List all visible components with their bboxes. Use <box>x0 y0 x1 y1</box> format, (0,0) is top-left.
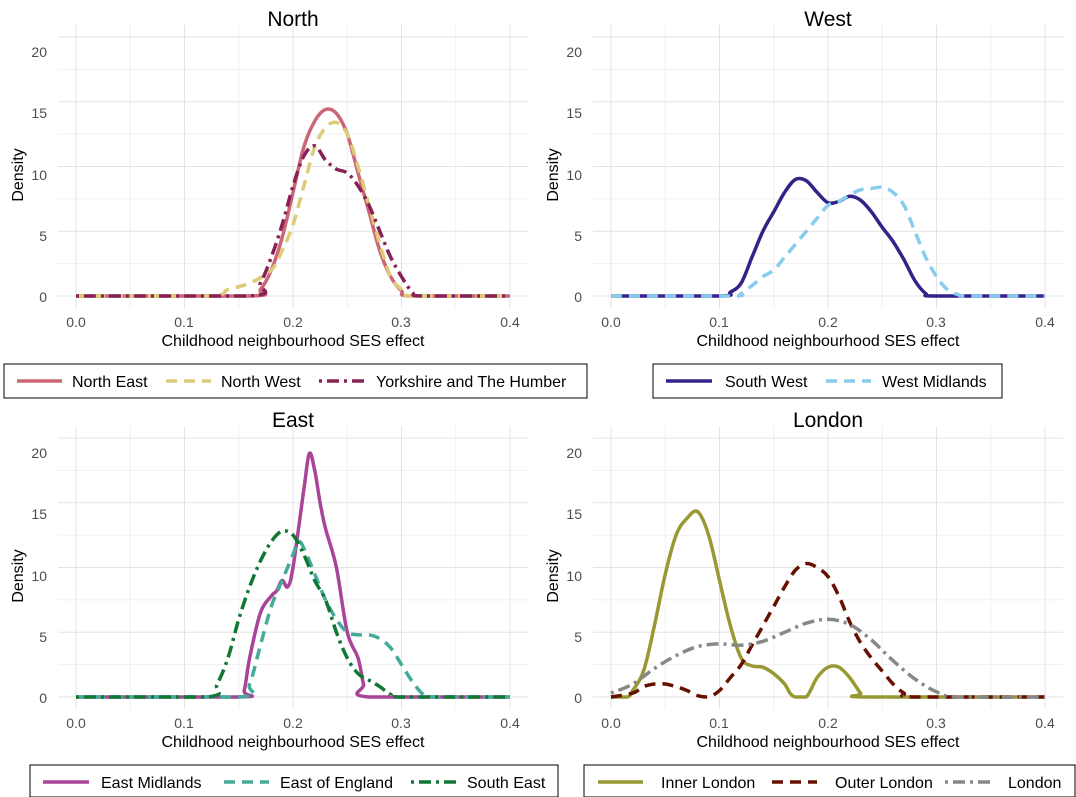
north-x-tick-label: 0.1 <box>174 314 194 330</box>
series-line-north-east <box>76 107 510 298</box>
north-legend: North East North West Yorkshire and The … <box>3 363 588 399</box>
west-y-axis-label: Density <box>545 148 562 201</box>
east-x-tick-label: 0.0 <box>66 715 86 731</box>
series-line-north-west <box>76 120 510 298</box>
series-line-south-east <box>75 529 510 699</box>
london-series <box>610 509 1045 699</box>
panel-west: West Density Childhood neighbourhood SES… <box>545 8 1063 399</box>
north-legend-label: Yorkshire and The Humber <box>376 374 567 391</box>
east-legend-label: East Midlands <box>101 775 202 792</box>
west-legend-label: South West <box>725 374 808 391</box>
north-y-tick-label: 15 <box>31 105 47 121</box>
series-line-outer-london <box>610 561 1045 699</box>
north-x-tick-label: 0.3 <box>391 314 411 330</box>
east-x-tick-label: 0.3 <box>391 715 411 731</box>
north-y-tick-label: 20 <box>31 44 47 60</box>
east-y-tick-label: 15 <box>31 506 47 522</box>
west-legend-label: West Midlands <box>882 374 987 391</box>
west-x-tick-label: 0.1 <box>709 314 729 330</box>
london-legend-label: Inner London <box>661 775 755 792</box>
east-y-tick-label: 0 <box>39 690 47 706</box>
west-y-tick-label: 15 <box>566 105 582 121</box>
east-y-tick-label: 10 <box>31 568 47 584</box>
london-y-tick-label: 0 <box>574 690 582 706</box>
series-line-south-west <box>611 176 1045 298</box>
series-line-east-midlands <box>75 451 510 699</box>
east-y-tick-label: 20 <box>31 445 47 461</box>
west-x-tick-label: 0.0 <box>601 314 621 330</box>
east-y-tick-labels: 0 5 10 15 20 <box>31 445 47 706</box>
london-x-tick-label: 0.0 <box>601 715 621 731</box>
east-x-tick-label: 0.2 <box>283 715 303 731</box>
west-x-tick-label: 0.2 <box>818 314 838 330</box>
north-x-tick-label: 0.4 <box>500 314 520 330</box>
north-panel-title: North <box>267 8 318 31</box>
london-y-axis-label: Density <box>545 549 562 602</box>
london-x-tick-label: 0.3 <box>926 715 946 731</box>
east-legend-label: East of England <box>280 775 393 792</box>
west-y-tick-label: 20 <box>566 44 582 60</box>
london-y-tick-label: 10 <box>566 568 582 584</box>
london-legend-label: London <box>1008 775 1061 792</box>
west-panel-title: West <box>804 8 852 31</box>
west-y-tick-label: 5 <box>574 228 582 244</box>
east-series <box>75 451 510 699</box>
west-x-tick-labels: 0.0 0.1 0.2 0.3 0.4 <box>601 314 1055 330</box>
london-x-axis-label: Childhood neighbourhood SES effect <box>696 734 960 751</box>
north-y-tick-label: 10 <box>31 167 47 183</box>
north-legend-label: North East <box>72 374 148 391</box>
london-legend-label: Outer London <box>835 775 933 792</box>
north-y-tick-label: 5 <box>39 228 47 244</box>
north-series <box>76 107 510 298</box>
london-x-tick-label: 0.4 <box>1035 715 1055 731</box>
london-grid <box>593 426 1063 709</box>
east-y-axis-label: Density <box>10 549 27 602</box>
london-y-tick-label: 20 <box>566 445 582 461</box>
north-y-axis-label: Density <box>10 148 27 201</box>
series-line-yorkshire-and-the-humber <box>76 144 510 298</box>
east-legend: East Midlands East of England South East <box>29 764 559 797</box>
london-legend-box <box>583 764 1076 797</box>
west-y-tick-label: 10 <box>566 167 582 183</box>
london-x-tick-label: 0.2 <box>818 715 838 731</box>
east-x-tick-label: 0.1 <box>174 715 194 731</box>
east-x-axis-label: Childhood neighbourhood SES effect <box>161 734 425 751</box>
east-x-tick-label: 0.4 <box>500 715 520 731</box>
london-x-tick-labels: 0.0 0.1 0.2 0.3 0.4 <box>601 715 1055 731</box>
london-y-tick-label: 5 <box>574 629 582 645</box>
west-x-tick-label: 0.3 <box>926 314 946 330</box>
north-y-tick-labels: 0 5 10 15 20 <box>31 44 47 305</box>
north-x-tick-label: 0.0 <box>66 314 86 330</box>
west-y-tick-label: 0 <box>574 289 582 305</box>
east-y-tick-label: 5 <box>39 629 47 645</box>
london-panel-title: London <box>793 409 863 432</box>
north-x-axis-label: Childhood neighbourhood SES effect <box>161 333 425 350</box>
north-x-tick-label: 0.2 <box>283 314 303 330</box>
london-y-tick-label: 15 <box>566 506 582 522</box>
panel-london: London Density Childhood neighbourhood S… <box>545 409 1076 797</box>
west-x-tick-label: 0.4 <box>1035 314 1055 330</box>
north-grid <box>58 25 528 308</box>
west-x-axis-label: Childhood neighbourhood SES effect <box>696 333 960 350</box>
north-x-tick-labels: 0.0 0.1 0.2 0.3 0.4 <box>66 314 520 330</box>
north-legend-box <box>3 363 588 399</box>
west-legend: South West West Midlands <box>652 363 1003 399</box>
east-legend-label: South East <box>467 775 546 792</box>
series-line-inner-london <box>610 509 1045 699</box>
west-series <box>611 176 1045 298</box>
london-y-tick-labels: 0 5 10 15 20 <box>566 445 582 706</box>
north-y-tick-label: 0 <box>39 289 47 305</box>
london-x-tick-label: 0.1 <box>709 715 729 731</box>
west-grid <box>593 25 1063 308</box>
east-legend-box <box>29 764 559 797</box>
east-panel-title: East <box>272 409 314 432</box>
east-x-tick-labels: 0.0 0.1 0.2 0.3 0.4 <box>66 715 520 731</box>
panel-east: East Density Childhood neighbourhood SES… <box>10 409 559 797</box>
west-y-tick-labels: 0 5 10 15 20 <box>566 44 582 305</box>
london-legend: Inner London Outer London London <box>583 764 1076 797</box>
north-legend-label: North West <box>221 374 301 391</box>
panel-north: North Density Childhood neighbourhood SE… <box>3 8 588 399</box>
series-line-east-of-england <box>75 539 510 699</box>
